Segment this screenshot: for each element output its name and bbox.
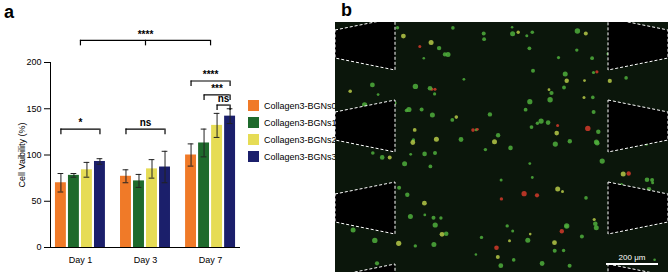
svg-text:ns: ns	[218, 93, 230, 104]
svg-text:200: 200	[26, 57, 41, 67]
html-text:Collagen3-BGNs2: Collagen3-BGNs2	[264, 134, 337, 145]
html-text:b: b	[341, 0, 352, 20]
svg-text:150: 150	[26, 104, 41, 114]
svg-text:****: ****	[138, 29, 154, 40]
svg-text:ns: ns	[140, 117, 152, 128]
svg-text:Day 3: Day 3	[134, 255, 158, 265]
html-text:Collagen3-BGNs1: Collagen3-BGNs1	[264, 117, 337, 128]
svg-text:50: 50	[31, 196, 41, 206]
svg-text:Day 1: Day 1	[69, 255, 93, 265]
svg-text:0: 0	[36, 242, 41, 252]
svg-text:100: 100	[26, 150, 41, 160]
html-text:a: a	[4, 2, 14, 22]
svg-text:Cell Vaibility (%): Cell Vaibility (%)	[17, 123, 27, 188]
html-text:Collagen3-BGNs3: Collagen3-BGNs3	[264, 151, 337, 162]
svg-text:*: *	[78, 117, 82, 128]
svg-text:****: ****	[203, 69, 219, 80]
svg-text:200 μm: 200 μm	[619, 253, 646, 262]
html-text:Collagen3-BGNs0: Collagen3-BGNs0	[264, 100, 337, 111]
svg-text:Day 7: Day 7	[199, 255, 223, 265]
